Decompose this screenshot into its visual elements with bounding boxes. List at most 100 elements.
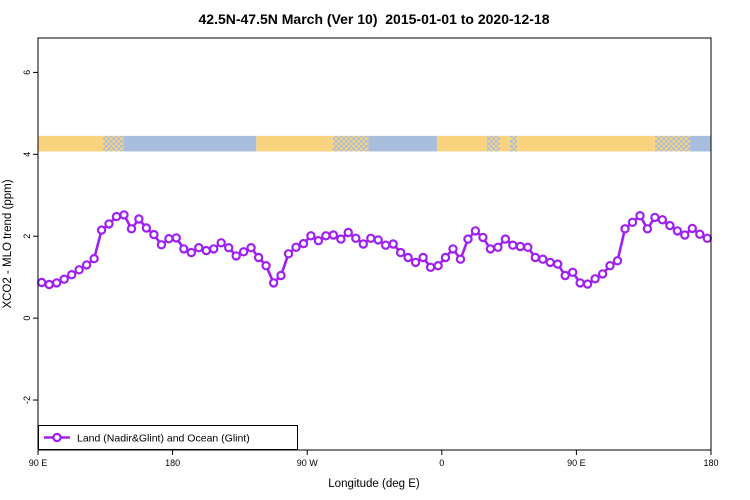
data-point-marker xyxy=(149,229,159,240)
data-point-marker xyxy=(470,226,481,236)
y-tick-label: -2 xyxy=(22,396,32,404)
legend-sample-marker xyxy=(52,432,62,443)
data-point-marker xyxy=(590,274,600,284)
surface-band-segment-land xyxy=(38,135,104,152)
x-tick-label: 90 E xyxy=(29,458,48,468)
surface-band-segment-land xyxy=(437,135,487,152)
data-point-marker xyxy=(680,230,690,240)
data-point-marker xyxy=(321,231,331,241)
data-point-marker xyxy=(253,252,264,263)
data-point-marker xyxy=(52,278,62,288)
surface-band-segment-mixed xyxy=(486,135,501,152)
data-point-marker xyxy=(478,232,488,243)
data-point-marker xyxy=(410,257,421,268)
data-point-marker xyxy=(575,278,585,288)
surface-band-segment-mixed xyxy=(654,135,691,152)
data-point-marker xyxy=(141,223,152,233)
data-point-marker xyxy=(44,279,54,290)
data-point-marker xyxy=(545,257,555,268)
data-point-marker xyxy=(485,244,496,254)
y-tick-label: 2 xyxy=(22,234,32,239)
data-point-marker xyxy=(396,247,406,258)
x-tick-label: 90 W xyxy=(297,458,319,468)
data-point-marker xyxy=(201,245,211,256)
data-point-marker xyxy=(455,254,466,264)
data-point-marker xyxy=(523,242,533,252)
data-point-marker xyxy=(336,234,346,244)
data-point-marker xyxy=(440,252,451,263)
data-point-marker xyxy=(358,239,368,249)
surface-band-segment-land xyxy=(256,135,333,152)
data-point-marker xyxy=(538,254,548,264)
chart-generated-group: 90 E 180 90 W 0 90 E 180 -2 0 2 4 6 xyxy=(22,37,719,468)
data-point-marker xyxy=(530,252,541,263)
data-point-marker xyxy=(223,242,234,253)
data-point-marker xyxy=(104,219,114,229)
data-point-marker xyxy=(96,225,107,235)
chart-title: 42.5N-47.5N March (Ver 10) 2015-01-01 to… xyxy=(199,11,550,27)
x-tick-label: 0 xyxy=(439,458,444,468)
plot-frame xyxy=(37,37,712,451)
data-point-marker xyxy=(665,220,675,231)
data-point-marker xyxy=(126,224,137,234)
data-point-marker xyxy=(231,251,241,261)
data-point-marker xyxy=(156,240,167,250)
legend-label: Land (Nadir&Glint) and Ocean (Glint) xyxy=(77,433,250,445)
data-point-marker xyxy=(553,259,563,269)
data-point-marker xyxy=(568,267,578,277)
x-tick-label: 180 xyxy=(703,458,718,468)
data-point-marker xyxy=(627,217,638,227)
data-point-marker xyxy=(373,235,383,245)
surface-band-segment-mixed xyxy=(103,135,124,152)
data-point-marker xyxy=(650,212,660,223)
surface-band-segment-land xyxy=(517,135,655,152)
surface-band-segment-mixed xyxy=(509,135,518,152)
data-point-marker xyxy=(448,244,458,254)
data-point-marker xyxy=(695,229,705,239)
data-point-marker xyxy=(216,238,226,248)
data-point-marker xyxy=(306,231,316,241)
data-point-marker xyxy=(238,247,249,257)
data-point-marker xyxy=(164,233,174,244)
data-point-marker xyxy=(268,278,279,288)
data-point-marker xyxy=(597,269,608,279)
data-point-marker xyxy=(261,261,271,271)
y-tick-label: 4 xyxy=(22,152,32,157)
data-point-marker xyxy=(74,265,84,275)
data-point-marker xyxy=(89,254,99,264)
data-point-marker xyxy=(246,242,256,253)
surface-band-segment-land xyxy=(500,135,510,152)
data-point-marker xyxy=(672,226,683,236)
data-point-marker xyxy=(208,244,219,254)
data-point-marker xyxy=(642,224,653,234)
x-tick-label: 180 xyxy=(165,458,180,468)
data-point-marker xyxy=(403,252,413,263)
data-point-marker xyxy=(81,260,92,270)
data-point-marker xyxy=(418,252,428,263)
data-point-marker xyxy=(657,215,668,225)
data-point-marker xyxy=(298,238,309,249)
surface-band-segment-ocean xyxy=(368,135,438,152)
data-point-marker xyxy=(186,247,196,258)
data-point-marker xyxy=(515,241,526,252)
y-tick-label: 6 xyxy=(22,70,32,75)
data-point-marker xyxy=(388,239,398,249)
data-point-marker xyxy=(381,240,391,250)
data-point-marker xyxy=(687,223,698,234)
data-point-marker xyxy=(276,270,286,281)
data-point-marker xyxy=(635,210,645,221)
data-point-marker xyxy=(111,211,122,222)
data-point-marker xyxy=(134,214,144,224)
data-point-marker xyxy=(119,210,129,220)
data-point-marker xyxy=(366,233,376,243)
data-point-marker xyxy=(463,234,473,244)
y-axis-title: XCO2 - MLO trend (ppm) xyxy=(2,179,14,308)
data-line xyxy=(41,213,708,286)
data-point-marker xyxy=(37,277,47,288)
data-point-marker xyxy=(702,233,713,243)
data-point-marker xyxy=(620,224,630,234)
x-axis-title: Longitude (deg E) xyxy=(328,478,420,490)
data-point-marker xyxy=(605,261,615,271)
data-point-marker xyxy=(500,234,511,244)
